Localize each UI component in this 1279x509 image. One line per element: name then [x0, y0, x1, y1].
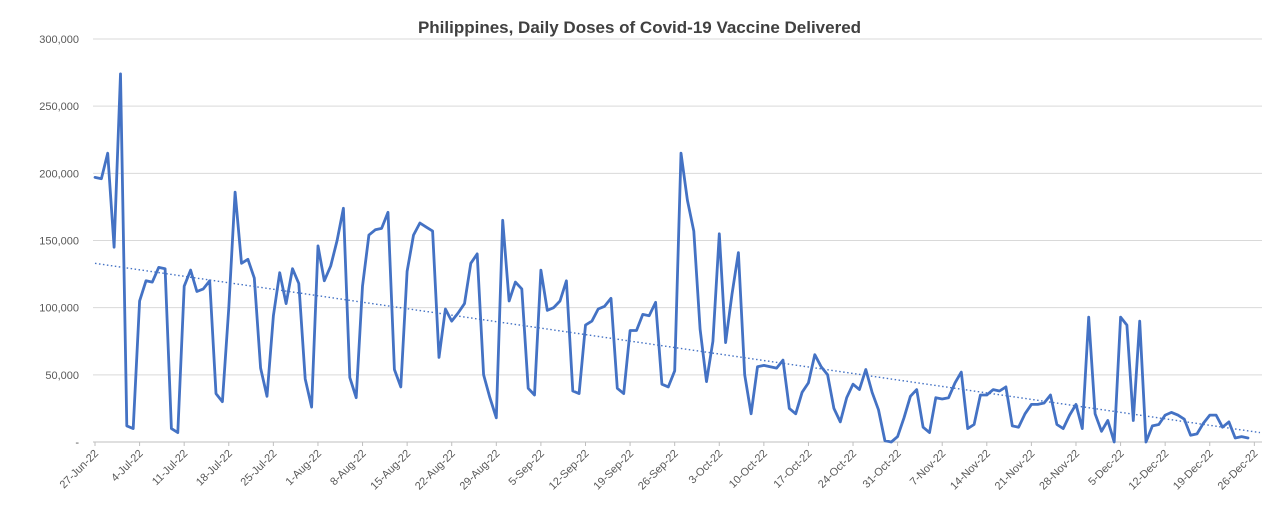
- x-tick-label: 24-Oct-22: [816, 448, 859, 491]
- x-tick-label: 26-Dec-22: [1216, 448, 1261, 493]
- x-tick-label: 26-Sep-22: [636, 448, 681, 493]
- x-tick-label: 15-Aug-22: [368, 448, 413, 493]
- x-tick-label: 19-Sep-22: [591, 448, 636, 493]
- x-tick-label: 12-Sep-22: [547, 448, 592, 493]
- x-tick-label: 29-Aug-22: [458, 448, 503, 493]
- y-axis-labels: - 50,000 100,000 150,000 200,000 250,000 300,0…: [39, 34, 79, 449]
- x-tick-label: 14-Nov-22: [948, 448, 993, 493]
- x-tick-label: 12-Dec-22: [1126, 448, 1171, 493]
- x-tick-label: 18-Jul-22: [194, 448, 235, 489]
- y-tick-label: 300,000: [39, 34, 79, 46]
- y-tick-label: 200,000: [39, 168, 79, 180]
- x-tick-label: 21-Nov-22: [993, 448, 1038, 493]
- x-tick-label: 10-Oct-22: [727, 448, 770, 491]
- x-tick-label: 8-Aug-22: [328, 448, 368, 488]
- x-tick-label: 7-Nov-22: [908, 448, 948, 488]
- x-tick-label: 19-Dec-22: [1171, 448, 1216, 493]
- series-line-daily-doses: [93, 72, 1250, 444]
- x-tick-label: 27-Jun-22: [58, 448, 102, 492]
- x-axis-labels: 27-Jun-22 4-Jul-22 11-Jul-22 18-Jul-22 25-Ju…: [58, 442, 1261, 493]
- y-tick-label: 100,000: [39, 303, 79, 315]
- y-tick-label: 250,000: [39, 101, 79, 113]
- x-tick-label: 5-Sep-22: [507, 448, 547, 488]
- x-tick-label: 22-Aug-22: [413, 448, 458, 493]
- x-tick-label: 28-Nov-22: [1037, 448, 1082, 493]
- x-tick-label: 1-Aug-22: [284, 448, 324, 488]
- x-tick-label: 31-Oct-22: [861, 448, 904, 491]
- x-tick-label: 3-Oct-22: [687, 448, 726, 487]
- x-tick-label: 11-Jul-22: [150, 448, 190, 488]
- y-tick-label: 150,000: [39, 236, 79, 248]
- x-tick-label: 4-Jul-22: [109, 448, 146, 485]
- series-layer: [93, 72, 1261, 444]
- x-tick-label: 25-Jul-22: [239, 448, 280, 489]
- x-tick-label: 5-Dec-22: [1086, 448, 1126, 488]
- x-tick-label: 17-Oct-22: [771, 448, 814, 491]
- chart-title: Philippines, Daily Doses of Covid-19 Vac…: [417, 18, 862, 37]
- y-tick-label: 50,000: [45, 370, 79, 382]
- y-tick-label: -: [75, 437, 79, 449]
